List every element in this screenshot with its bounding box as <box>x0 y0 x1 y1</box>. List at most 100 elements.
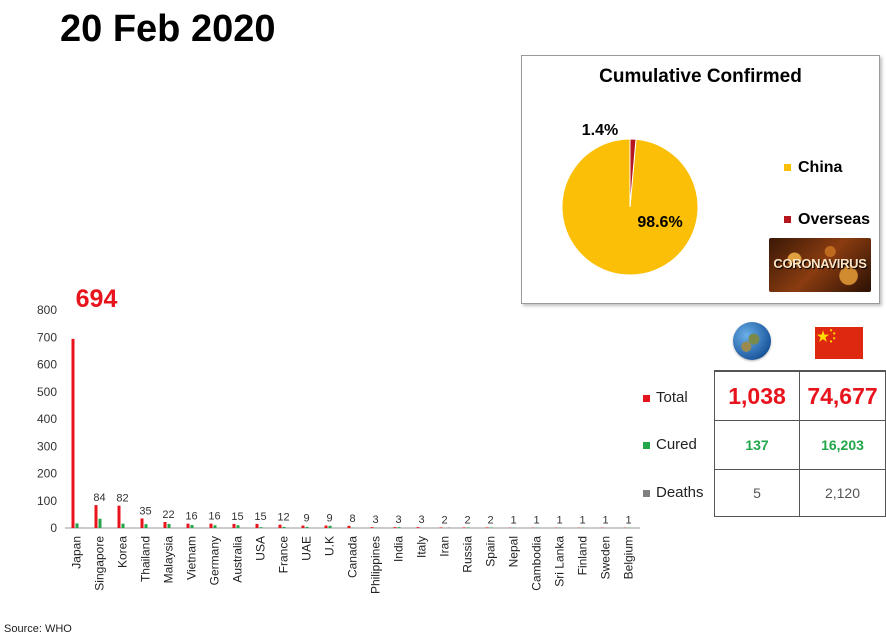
swatch-cured <box>643 441 650 449</box>
x-tick-label: Vietnam <box>185 536 199 580</box>
x-tick-label: Australia <box>231 536 245 583</box>
row-label-total: Total <box>643 389 688 406</box>
bar-total <box>117 505 121 528</box>
x-tick-label: Philippines <box>369 536 383 594</box>
data-label: 1 <box>602 515 608 527</box>
data-label: 35 <box>139 505 151 517</box>
x-tick-label: Belgium <box>622 536 636 579</box>
y-tick-label: 700 <box>37 330 57 344</box>
data-label: 2 <box>487 514 493 526</box>
bar-cured <box>121 523 125 528</box>
x-tick-label: Malaysia <box>162 536 176 584</box>
legend-label-china: China <box>798 159 843 176</box>
data-label: 1 <box>579 515 585 527</box>
bar-total <box>462 527 466 528</box>
x-tick-label: Singapore <box>93 536 107 591</box>
bar-total <box>439 527 443 528</box>
y-tick-label: 800 <box>37 303 57 317</box>
legend-china: China <box>784 159 842 177</box>
bar-cured <box>98 518 102 528</box>
swatch-total <box>643 394 650 402</box>
y-tick-label: 500 <box>37 385 57 399</box>
data-label: 1 <box>510 515 516 527</box>
x-tick-label: Russia <box>461 536 475 573</box>
data-label: 84 <box>93 492 105 504</box>
data-label: 1 <box>556 515 562 527</box>
data-label: 3 <box>418 514 424 526</box>
deaths-china-cell: 2,120 <box>799 469 886 517</box>
x-tick-label: Sweden <box>599 536 613 579</box>
data-label: 16 <box>208 511 220 523</box>
china-flag-icon <box>815 327 863 359</box>
row-label-deaths: Deaths <box>643 484 704 501</box>
x-tick-label: Japan <box>70 536 84 569</box>
data-label: 15 <box>231 511 243 523</box>
pie-chart: 98.6% 1.4% <box>561 122 699 276</box>
coronavirus-badge: CORONAVIRUS <box>769 238 871 292</box>
data-label: 3 <box>372 514 378 526</box>
stats-table: 1,038 74,677 137 16,203 5 2,120 <box>714 370 886 517</box>
source-note: Source: WHO <box>4 623 72 635</box>
bar-total <box>209 523 213 528</box>
data-label: 12 <box>277 512 289 524</box>
x-tick-label: Sri Lanka <box>553 536 567 587</box>
y-tick-label: 300 <box>37 439 57 453</box>
bar-total <box>278 524 282 528</box>
bar-cured <box>236 525 240 528</box>
x-tick-label: Korea <box>116 536 130 568</box>
coronavirus-badge-text: CORONAVIRUS <box>773 256 867 271</box>
pie-chart-title: Cumulative Confirmed <box>599 66 802 87</box>
total-china-cell: 74,677 <box>799 370 886 421</box>
highlight-data-label: 694 <box>76 285 118 313</box>
data-label: 22 <box>162 509 174 521</box>
bar-total <box>94 505 98 528</box>
x-tick-label: Thailand <box>139 536 153 582</box>
bar-cured <box>328 525 332 528</box>
bar-cured <box>282 526 286 528</box>
bar-total <box>232 523 236 528</box>
deaths-world-cell: 5 <box>714 469 800 517</box>
bar-total <box>186 523 190 528</box>
bar-total <box>485 527 489 528</box>
pie-label-china: 98.6% <box>637 214 682 231</box>
bar-total <box>301 525 305 528</box>
bar-deaths <box>447 527 451 528</box>
x-tick-label: India <box>392 536 406 562</box>
data-label: 9 <box>326 513 332 525</box>
x-tick-label: U.K <box>323 536 337 556</box>
row-label-cured-text: Cured <box>656 436 697 453</box>
y-tick-label: 600 <box>37 358 57 372</box>
total-world-cell: 1,038 <box>714 370 800 421</box>
bar-total <box>370 527 374 528</box>
pie-chart-panel: Cumulative Confirmed 98.6% 1.4% China Ove… <box>521 55 880 304</box>
bar-total <box>255 523 259 528</box>
bar-total <box>347 525 351 528</box>
date-title: 20 Feb 2020 <box>60 8 276 50</box>
swatch-deaths <box>643 489 650 497</box>
data-label: 82 <box>116 493 128 505</box>
x-tick-label: USA <box>254 536 268 561</box>
data-label: 1 <box>533 515 539 527</box>
cured-world-cell: 137 <box>714 420 800 470</box>
x-tick-label: Finland <box>576 536 590 575</box>
table-row-cured: 137 16,203 <box>714 420 886 470</box>
data-label: 1 <box>625 515 631 527</box>
table-row-total: 1,038 74,677 <box>714 370 886 421</box>
x-tick-label: Nepal <box>507 536 521 567</box>
data-label: 2 <box>464 514 470 526</box>
legend-swatch-overseas <box>784 216 791 224</box>
bar-cured <box>167 523 171 528</box>
bar-total <box>163 522 167 528</box>
data-label: 15 <box>254 511 266 523</box>
bar-cured <box>213 525 217 528</box>
data-label: 3 <box>395 514 401 526</box>
bar-total <box>324 525 328 528</box>
table-row-deaths: 5 2,120 <box>714 469 886 517</box>
x-tick-label: Italy <box>415 536 429 558</box>
bar-cured <box>397 527 401 528</box>
x-tick-label: Cambodia <box>530 536 544 591</box>
data-label: 2 <box>441 514 447 526</box>
row-label-deaths-text: Deaths <box>656 484 704 501</box>
bar-total <box>140 518 144 528</box>
x-tick-label: Canada <box>346 536 360 578</box>
